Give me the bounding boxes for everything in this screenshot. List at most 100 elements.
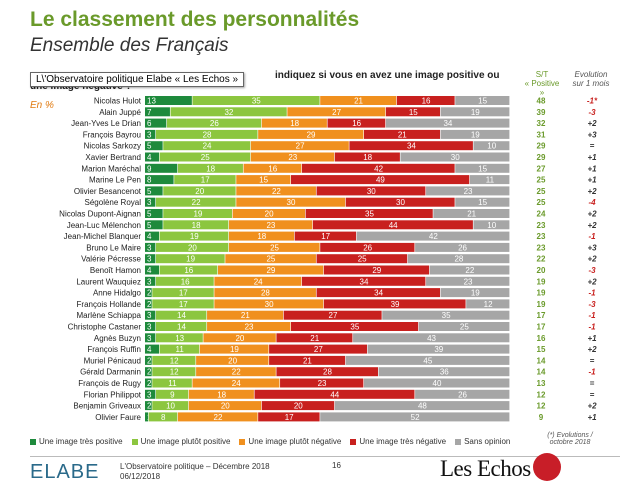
bar-tres-positive (145, 310, 156, 320)
data-label: 2 (147, 402, 152, 411)
bar-plutot-positive (177, 163, 243, 173)
bar-tres-positive (145, 412, 149, 422)
data-label: 4 (147, 266, 152, 275)
data-label: 13 (147, 97, 156, 106)
category-label: Xavier Bertrand (85, 153, 141, 162)
bar-sans-opinion (334, 401, 510, 411)
data-label: 16 (352, 119, 361, 128)
data-label: 22 (214, 413, 223, 422)
bar-sans-opinion (364, 378, 510, 388)
bar-sans-opinion (440, 107, 510, 117)
data-label: 29 (266, 266, 275, 275)
bar-sans-opinion (429, 265, 510, 275)
data-label: 5 (147, 142, 152, 151)
page-number: 16 (332, 461, 341, 470)
bar-plutot-negative (250, 141, 349, 151)
bar-sans-opinion (385, 118, 510, 128)
bar-tres-positive (145, 367, 152, 377)
bar-sans-opinion (356, 231, 510, 241)
data-label: 27 (332, 108, 341, 117)
footnote: (*) Evolutions / octobre 2018 (547, 432, 593, 446)
bar-sans-opinion (400, 152, 510, 162)
bar-tres-positive (145, 254, 156, 264)
bar-sans-opinion (415, 389, 510, 399)
data-label: 26 (363, 243, 372, 252)
data-label: 15 (478, 97, 487, 106)
category-label: Jean-Luc Mélenchon (67, 221, 141, 230)
data-label: 19 (471, 108, 480, 117)
data-label: 19 (193, 210, 202, 219)
evolution-value: -1 (588, 232, 596, 241)
bar-tres-negative (349, 141, 473, 151)
category-label: Agnès Buzyn (94, 334, 141, 343)
bar-sans-opinion (455, 96, 510, 105)
st-positive-value: 9 (539, 413, 544, 422)
bar-tres-positive (145, 96, 192, 105)
data-label: 17 (201, 176, 210, 185)
bar-sans-opinion (320, 412, 510, 422)
data-label: 20 (221, 402, 230, 411)
bar-plutot-negative (236, 186, 316, 196)
bar-tres-negative (316, 186, 426, 196)
bar-tres-positive (145, 118, 167, 128)
bar-sans-opinion (426, 276, 510, 286)
data-label: 20 (235, 334, 244, 343)
data-label: 6 (147, 119, 152, 128)
legend-swatch (239, 438, 246, 445)
data-label: 32 (224, 108, 233, 117)
data-label: 18 (290, 119, 299, 128)
st-positive-value: 13 (537, 379, 546, 388)
data-label: 35 (350, 323, 359, 332)
data-label: 9 (170, 390, 175, 399)
data-label: 21 (303, 356, 312, 365)
data-label: 24 (203, 142, 212, 151)
bar-tres-negative (294, 231, 357, 241)
data-label: 19 (186, 255, 195, 264)
tooltip-popup: L\'Observatoire politique Elabe « Les Ec… (30, 72, 245, 87)
les-echos-logo: Les Echos (440, 456, 531, 481)
data-label: 43 (427, 334, 436, 343)
bar-plutot-positive (155, 322, 207, 331)
bar-tres-negative (316, 254, 408, 264)
bar-plutot-positive (155, 129, 258, 139)
bar-tres-negative (305, 209, 433, 218)
st-positive-value: 23 (537, 232, 546, 241)
bar-sans-opinion (407, 254, 510, 264)
evolution-value: -3 (588, 266, 596, 275)
data-label: 3 (147, 243, 152, 252)
bar-tres-positive (145, 276, 156, 286)
st-positive-value: 22 (537, 255, 546, 264)
bar-sans-opinion (345, 355, 510, 365)
bar-plutot-positive (163, 141, 251, 151)
st-column-header: S/T « Positive » (522, 70, 562, 97)
evolution-value: -1 (588, 289, 596, 298)
bar-tres-positive (145, 299, 152, 309)
bar-plutot-positive (166, 118, 262, 128)
data-label: 30 (287, 198, 296, 207)
bar-plutot-negative (188, 401, 262, 411)
data-label: 18 (363, 153, 372, 162)
data-label: 23 (464, 277, 473, 286)
bar-tres-positive (145, 141, 163, 151)
data-label: 8 (161, 413, 166, 422)
st-positive-value: 25 (537, 198, 546, 207)
category-label: Ségolène Royal (85, 198, 142, 207)
bar-tres-positive (145, 107, 170, 117)
bar-plutot-negative (214, 299, 324, 309)
bar-plutot-positive (159, 265, 218, 275)
st-positive-value: 20 (537, 266, 546, 275)
bar-tres-negative (364, 129, 441, 139)
data-label: 15 (478, 164, 487, 173)
bar-plutot-positive (163, 209, 232, 218)
evolution-value: +2 (587, 255, 597, 264)
bar-tres-positive (145, 401, 152, 411)
bar-tres-positive (145, 355, 152, 365)
data-label: 23 (266, 221, 275, 230)
data-label: 25 (270, 243, 279, 252)
evolution-value: = (590, 142, 595, 151)
st-positive-value: 12 (537, 402, 546, 411)
data-label: 28 (261, 289, 270, 298)
bar-tres-positive (145, 220, 163, 230)
legend-swatch (30, 438, 36, 445)
data-label: 16 (184, 266, 193, 275)
